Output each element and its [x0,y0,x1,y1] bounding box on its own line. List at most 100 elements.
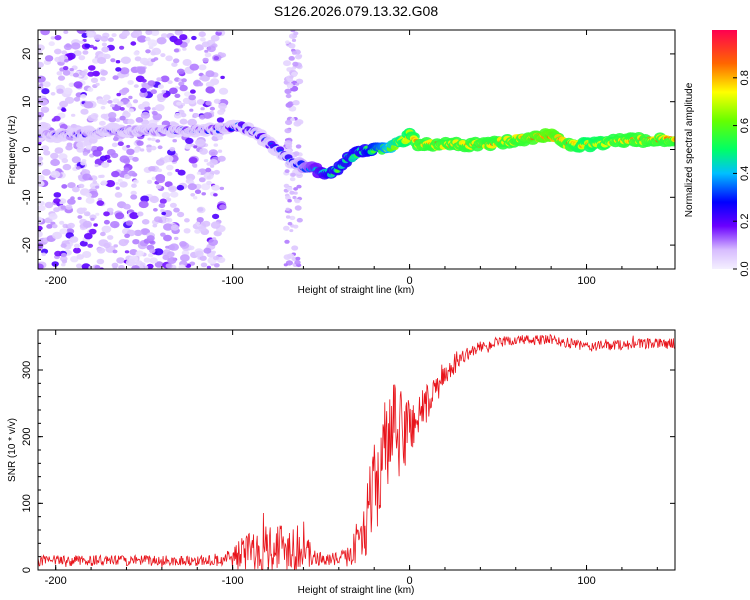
spectrogram-noise-cell [195,221,201,226]
spectrogram-noise-cell [212,237,217,241]
spectrogram-noise-cell [294,205,302,211]
spectrogram-noise-cell [115,67,122,72]
spectrogram-noise-cell [119,45,125,50]
spectrogram-noise-cell [291,66,297,70]
spectrogram-noise-cell [198,225,207,232]
spectrogram-noise-cell [165,245,170,249]
spectrogram-noise-cell [67,198,76,205]
spectrogram-noise-cell [217,149,223,153]
spectrogram-noise-cell [165,197,172,202]
spectrogram-noise-cell [290,30,296,33]
spectrogram-noise-cell [110,58,116,63]
spectrogram-noise-cell [218,87,229,95]
spectrogram-noise-cell [193,196,198,200]
spectrogram-noise-cell [111,170,120,178]
spectrogram-noise-cell [290,117,295,122]
spectrogram-noise-cell [92,46,98,50]
spectrogram-plot-area [38,30,675,269]
spectrogram-noise-cell [101,42,107,47]
spectrogram-y-tick-label: 0 [21,146,33,152]
spectrogram-noise-cell [154,261,164,268]
spectrogram-noise-cell [140,87,147,93]
spectrogram-noise-cell [291,50,297,55]
spectrogram-noise-cell [284,169,290,174]
spectrogram-noise-cell [205,81,215,88]
spectrogram-noise-cell [53,192,62,198]
spectrogram-noise-cell [115,186,120,190]
spectrogram-noise-cell [90,113,99,119]
spectrogram-noise-cell [176,184,185,191]
spectrogram-noise-cell [92,149,102,157]
spectrogram-y-tick-label: 20 [21,48,33,60]
spectrogram-noise-cell [296,217,303,223]
spectrogram-noise-cell [44,55,54,62]
spectrogram-noise-cell [138,200,149,209]
spectrogram-noise-cell [38,61,44,68]
spectrogram-noise-cell [73,50,82,57]
spectrogram-x-tick-label: -100 [222,275,244,287]
spectrogram-x-tick-label: 0 [407,275,413,287]
spectrogram-noise-cell [188,157,198,164]
spectrogram-noise-cell [129,212,139,220]
spectrogram-noise-cell [169,202,177,208]
spectrogram-noise-cell [96,146,104,152]
spectrogram-noise-cell [283,254,292,260]
spectrogram-noise-cell [62,69,71,76]
spectrogram-noise-cell [38,44,45,51]
spectrogram-noise-cell [198,31,206,37]
spectrogram-noise-cell [182,47,187,51]
spectrogram-noise-cell [118,265,125,269]
colorbar-ticks: 0.0 0.2 0.4 0.6 0.8 [733,70,750,277]
spectrogram-noise-cell [147,253,154,258]
spectrogram-noise-cell [71,156,81,164]
spectrogram-noise-cell [61,252,67,258]
spectrogram-noise-cell [85,192,92,198]
spectrogram-noise-cell [153,248,164,256]
spectrogram-noise-cell [108,112,117,119]
spectrogram-noise-cell [43,150,51,156]
spectrogram-noise-cell [99,155,108,162]
spectrogram-noise-cell [176,101,182,106]
spectrogram-noise-cell [38,175,45,181]
snr-x-axis-label: Height of straight line (km) [298,585,415,596]
spectrogram-noise-cell [112,249,118,254]
spectrogram-noise-cell [177,169,186,176]
spectrogram-noise-cell [77,196,82,200]
spectrogram-noise-cell [213,193,218,197]
spectrogram-noise-cell [62,163,72,171]
spectrogram-noise-cell [119,107,125,111]
spectrogram-noise-cell [100,231,106,237]
spectrogram-noise-cell [194,189,202,194]
spectrogram-noise-cell [147,137,152,141]
spectrogram-noise-cell [297,54,303,58]
spectrogram-noise-cell [129,249,138,256]
spectrogram-noise-cell [213,255,220,261]
spectrogram-noise-cell [130,41,137,46]
spectrogram-noise-cell [293,151,300,156]
spectrogram-noise-cell [50,36,55,40]
spectrogram-noise-cell [173,58,180,64]
snr-x-tick-label: -200 [45,575,67,587]
spectrogram-noise-cell [52,224,58,229]
spectrogram-noise-cell [57,106,62,110]
spectrogram-noise-cell [69,236,79,243]
spectrogram-noise-cell [287,101,295,107]
spectrogram-noise-cell [50,92,56,96]
spectrogram-noise-cell [283,183,290,188]
spectrogram-noise-cell [133,147,140,153]
spectrogram-noise-cell [293,224,299,229]
spectrogram-noise-cell [285,207,290,211]
spectrogram-noise-cell [211,184,220,191]
spectrogram-noise-cell [146,179,153,184]
spectrogram-noise-cell [60,107,66,111]
spectrogram-noise-cell [40,248,49,254]
spectrogram-noise-cell [158,219,163,223]
spectrogram-noise-cell [132,239,140,245]
spectrogram-noise-cell [203,159,209,163]
spectrogram-noise-cell [70,256,79,263]
spectrogram-noise-cell [137,35,147,43]
spectrogram-noise-cell [188,245,195,251]
spectrogram-noise-cell [67,182,76,189]
spectrogram-noise-cell [145,30,153,35]
spectrogram-noise-cell [284,140,293,147]
